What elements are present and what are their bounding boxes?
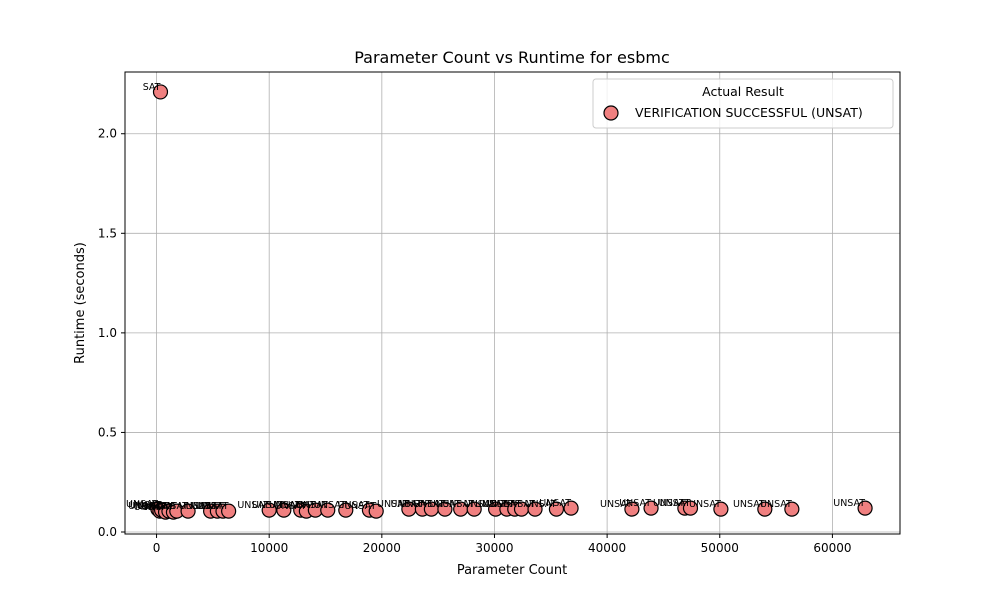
- data-point-label: UNSAT: [377, 499, 409, 510]
- data-point-label: UNSAT: [145, 501, 177, 512]
- y-tick-label: 0.0: [98, 525, 117, 539]
- data-point-label: UNSAT: [539, 498, 571, 509]
- legend-entry-label: VERIFICATION SUCCESSFUL (UNSAT): [635, 105, 863, 120]
- data-point-label: UNSAT: [619, 498, 651, 509]
- grid-lines: [125, 72, 900, 534]
- data-point-label: UNSAT: [142, 502, 174, 513]
- data-point-label: UNSAT: [130, 500, 162, 511]
- data-point: [857, 500, 873, 516]
- data-point-label: UNSAT: [475, 499, 507, 510]
- data-point-label: UNSAT: [252, 500, 284, 511]
- data-point: [548, 501, 565, 517]
- data-point-label: SAT: [143, 82, 161, 93]
- data-point: [713, 501, 729, 517]
- chart-title: Parameter Count vs Runtime for esbmc: [354, 48, 670, 67]
- data-point-label: UNSAT: [314, 500, 346, 511]
- data-point-label: UNSAT: [126, 499, 158, 510]
- data-point: [437, 501, 453, 517]
- data-point-label: UNSAT: [137, 501, 169, 512]
- y-tick-label: 0.5: [98, 425, 117, 439]
- x-tick-label: 10000: [250, 541, 288, 555]
- data-point: [682, 500, 699, 516]
- legend-marker: [603, 105, 619, 121]
- data-point-label: UNSAT: [344, 501, 376, 512]
- data-point-label: UNSAT: [275, 501, 307, 512]
- data-point: [643, 500, 659, 516]
- data-point-label: UNSAT: [413, 499, 445, 510]
- data-point: [261, 502, 277, 518]
- data-point-label: UNSAT: [760, 499, 792, 510]
- data-point-label: UNSAT: [464, 499, 496, 510]
- data-point: [757, 501, 773, 517]
- data-point-label: UNSAT: [179, 501, 211, 512]
- y-tick-label: 1.5: [98, 226, 117, 240]
- data-point-label: UNSAT: [689, 499, 721, 510]
- data-point-label: UNSAT: [442, 499, 474, 510]
- data-point-label: UNSAT: [833, 498, 865, 509]
- data-point-label: UNSAT: [284, 500, 316, 511]
- data-point-label: UNSAT: [269, 500, 301, 511]
- data-point-label: UNSAT: [733, 499, 765, 510]
- data-point: [368, 503, 384, 519]
- data-point-label: UNSAT: [490, 499, 522, 510]
- data-point-label: UNSAT: [186, 501, 218, 512]
- data-point-label: UNSAT: [338, 500, 370, 511]
- data-point: [527, 501, 543, 517]
- data-point-label: UNSAT: [503, 499, 535, 510]
- data-point-label: UNSAT: [429, 499, 461, 510]
- data-point-label: UNSAT: [128, 501, 160, 512]
- legend-title: Actual Result: [702, 84, 784, 99]
- y-tick-label: 1.0: [98, 326, 117, 340]
- x-tick-label: 30000: [475, 541, 513, 555]
- y-axis-label: Runtime (seconds): [73, 242, 88, 364]
- legend-box: [592, 78, 894, 129]
- point-labels: SATUNSATUNSATUNSATUNSATUNSATUNSATUNSATUN…: [126, 82, 865, 513]
- data-point-label: UNSAT: [525, 499, 557, 510]
- data-point: [563, 500, 579, 516]
- y-tick-label: 2.0: [98, 127, 117, 141]
- data-point-label: UNSAT: [156, 501, 188, 512]
- x-tick-label: 0: [153, 541, 161, 555]
- x-axis-label: Parameter Count: [457, 563, 567, 578]
- data-point: [180, 503, 196, 519]
- data-point: [624, 501, 640, 517]
- data-point-label: UNSAT: [134, 502, 166, 513]
- legend: Actual Result VERIFICATION SUCCESSFUL (U…: [592, 78, 894, 129]
- data-point-label: UNSAT: [191, 501, 223, 512]
- data-point-label: UNSAT: [400, 499, 432, 510]
- x-tick-label: 50000: [701, 541, 739, 555]
- data-point: [221, 503, 237, 519]
- data-point-label: UNSAT: [653, 498, 685, 509]
- data-point: [466, 501, 482, 517]
- data-point-label: UNSAT: [659, 498, 691, 509]
- data-points: [150, 84, 873, 520]
- data-point-label: UNSAT: [237, 500, 269, 511]
- data-point-label: UNSAT: [600, 499, 632, 510]
- data-point-label: UNSAT: [197, 501, 229, 512]
- data-point-label: UNSAT: [483, 499, 515, 510]
- x-tick-label: 40000: [588, 541, 626, 555]
- data-point-label: UNSAT: [296, 500, 328, 511]
- axis-ticks: 0 10000 20000 30000 40000 50000 60000 0.0 0.5 1.0…: [98, 127, 852, 555]
- plot-area-frame: [124, 71, 901, 535]
- data-point-label: UNSAT: [391, 499, 423, 510]
- data-point: [784, 501, 800, 517]
- data-point: [320, 502, 336, 518]
- x-tick-label: 60000: [813, 541, 851, 555]
- data-point: [338, 502, 354, 518]
- x-tick-label: 20000: [363, 541, 401, 555]
- data-point: [276, 502, 292, 518]
- data-point: [152, 84, 169, 100]
